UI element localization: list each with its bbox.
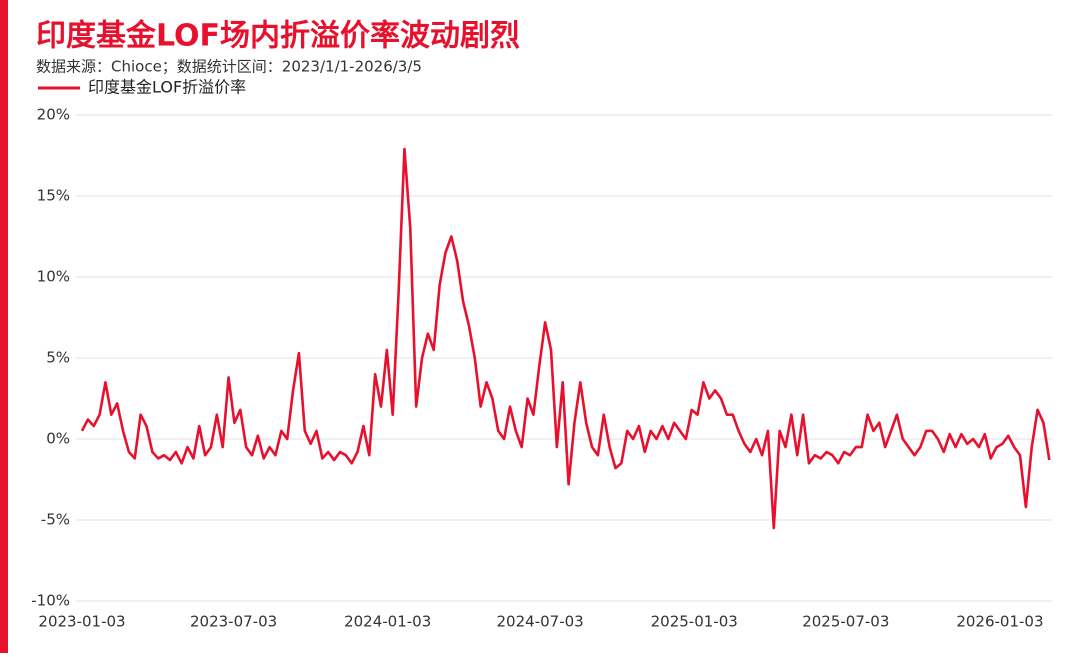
y-tick-label: -5%	[41, 511, 70, 529]
side-bar	[0, 0, 8, 653]
x-tick-label: 2026-01-03	[956, 613, 1043, 631]
x-tick-label: 2025-01-03	[651, 613, 738, 631]
y-tick-label: -10%	[31, 592, 70, 610]
chart-title: 印度基金LOF场内折溢价率波动剧烈	[36, 19, 520, 54]
x-tick-label: 2024-07-03	[497, 613, 584, 631]
x-tick-label: 2023-07-03	[190, 613, 277, 631]
y-tick-label: 10%	[37, 268, 70, 286]
legend-label: 印度基金LOF折溢价率	[88, 78, 246, 97]
data-line	[80, 147, 1051, 530]
y-tick-label: 0%	[46, 430, 70, 448]
x-tick-label: 2025-07-03	[802, 613, 889, 631]
y-tick-label: 15%	[37, 187, 70, 205]
chart-subtitle: 数据来源：Chioce；数据统计区间：2023/1/1-2026/3/5	[36, 58, 422, 76]
x-tick-label: 2023-01-03	[38, 613, 125, 631]
x-tick-label: 2024-01-03	[344, 613, 431, 631]
y-tick-label: 5%	[46, 349, 70, 367]
y-tick-label: 20%	[37, 106, 70, 124]
